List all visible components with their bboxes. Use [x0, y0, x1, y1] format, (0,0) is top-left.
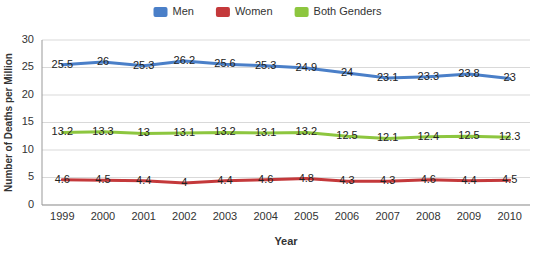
y-tick-label: 20: [22, 88, 34, 100]
series-line: [62, 179, 509, 183]
x-axis: [42, 205, 530, 206]
legend-swatch: [154, 7, 168, 17]
data-label: 4.3: [380, 174, 395, 186]
chart: 0 5 10 15 20 25 30 1999 2000 2001 2002 2003 2004 2005…: [0, 0, 535, 254]
legend-swatch: [295, 7, 309, 17]
data-label: 4.5: [502, 173, 517, 185]
x-tick-label: 2000: [91, 210, 115, 222]
y-tick-label: 5: [28, 170, 34, 182]
data-label: 25.3: [255, 59, 276, 71]
grid-line: [42, 122, 530, 123]
data-label: 4.6: [258, 173, 273, 185]
x-tick-label: 2008: [416, 210, 440, 222]
data-label: 25.6: [214, 57, 235, 69]
data-label: 4.5: [95, 173, 110, 185]
x-tick-label: 2010: [497, 210, 521, 222]
data-label: 25.3: [133, 59, 154, 71]
data-label: 24: [341, 66, 353, 78]
y-tick-label: 25: [22, 60, 34, 72]
x-tick-label: 1999: [50, 210, 74, 222]
x-tick-label: 2006: [335, 210, 359, 222]
data-labels: 25.5 26 25.3 26.2 25.6 25.3 24.9 24 23.1 23.3 23.8…: [52, 54, 521, 188]
y-axis: [42, 40, 43, 205]
lines: [62, 61, 509, 183]
data-label: 12.5: [458, 129, 479, 141]
x-tick-label: 2005: [294, 210, 318, 222]
legend-label: Women: [235, 5, 273, 17]
data-label: 13.1: [255, 126, 276, 138]
data-label: 25.5: [52, 58, 73, 70]
data-label: 13.1: [174, 126, 195, 138]
x-tick-label: 2001: [131, 210, 155, 222]
data-label: 4.3: [339, 174, 354, 186]
x-tick-label: 2009: [457, 210, 481, 222]
y-tick-label: 10: [22, 143, 34, 155]
data-label: 12.3: [499, 130, 520, 142]
data-label: 4.6: [55, 173, 70, 185]
data-label: 4.4: [217, 174, 232, 186]
grid-line: [42, 95, 530, 96]
x-tick-label: 2007: [375, 210, 399, 222]
x-axis-title: Year: [274, 235, 298, 247]
data-label: 23.8: [458, 67, 479, 79]
x-tick-label: 2002: [172, 210, 196, 222]
data-label: 12.5: [336, 129, 357, 141]
legend-label: Both Genders: [314, 5, 382, 17]
series-line: [62, 61, 509, 79]
data-label: 13: [138, 126, 150, 138]
data-label: 23: [504, 71, 516, 83]
grid: [42, 40, 530, 205]
data-label: 23.3: [418, 70, 439, 82]
series-line: [62, 132, 509, 139]
y-tick-label: 15: [22, 115, 34, 127]
data-label: 12.4: [418, 130, 439, 142]
data-label: 4: [181, 176, 187, 188]
x-tick-label: 2004: [253, 210, 277, 222]
grid-line: [42, 40, 530, 41]
x-tick-label: 2003: [213, 210, 237, 222]
data-label: 4.4: [136, 174, 151, 186]
data-label: 26.2: [174, 54, 195, 66]
y-tick-label: 30: [22, 33, 34, 45]
data-label: 4.4: [461, 174, 476, 186]
data-label: 24.9: [296, 61, 317, 73]
data-label: 12.1: [377, 131, 398, 143]
y-axis-title: Number of Deaths per Million: [3, 53, 14, 192]
grid-line: [42, 150, 530, 151]
data-label: 13.3: [92, 125, 113, 137]
data-label: 13.2: [214, 125, 235, 137]
legend-swatch: [216, 7, 230, 17]
data-label: 4.8: [299, 172, 314, 184]
data-label: 26: [97, 55, 109, 67]
legend: Men Women Both Genders: [154, 5, 382, 17]
data-label: 23.1: [377, 71, 398, 83]
grid-line: [42, 205, 530, 206]
data-label: 4.6: [421, 173, 436, 185]
data-label: 13.2: [296, 125, 317, 137]
y-tick-label: 0: [28, 198, 34, 210]
legend-label: Men: [173, 5, 194, 17]
data-label: 13.2: [52, 125, 73, 137]
